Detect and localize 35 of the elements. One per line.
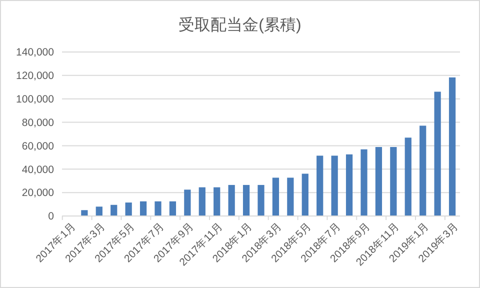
- bar: [287, 178, 294, 216]
- y-tick-label: 140,000: [16, 46, 54, 59]
- bar: [302, 174, 308, 216]
- bar: [242, 184, 250, 216]
- bar: [316, 156, 324, 216]
- bar: [198, 187, 206, 216]
- bar: [420, 126, 426, 216]
- bar: [110, 204, 118, 216]
- bar: [360, 149, 368, 216]
- bar: [346, 154, 353, 216]
- bar: [331, 156, 338, 216]
- bar: [96, 206, 102, 216]
- y-tick-label: 60,000: [22, 140, 54, 152]
- y-tick-label: 100,000: [16, 94, 54, 106]
- bar: [228, 184, 235, 216]
- y-tick-label: 0: [48, 210, 54, 223]
- bar: [404, 138, 412, 216]
- bar: [154, 201, 162, 216]
- bar: [258, 184, 264, 216]
- y-tick-label: 120,000: [16, 70, 54, 82]
- bar: [81, 210, 88, 216]
- bar: [140, 201, 147, 216]
- y-tick-label: 40,000: [22, 164, 54, 176]
- bar: [434, 92, 441, 216]
- bar: [184, 190, 191, 216]
- chart-title: 受取配当金(累積): [178, 16, 302, 34]
- bar: [272, 178, 280, 216]
- bar: [390, 147, 397, 216]
- bar: [375, 147, 382, 216]
- bar: [448, 77, 456, 216]
- bar: [125, 202, 132, 216]
- bar: [169, 201, 176, 216]
- bar: [214, 187, 220, 216]
- y-tick-label: 80,000: [22, 116, 54, 129]
- y-tick-label: 20,000: [22, 187, 54, 200]
